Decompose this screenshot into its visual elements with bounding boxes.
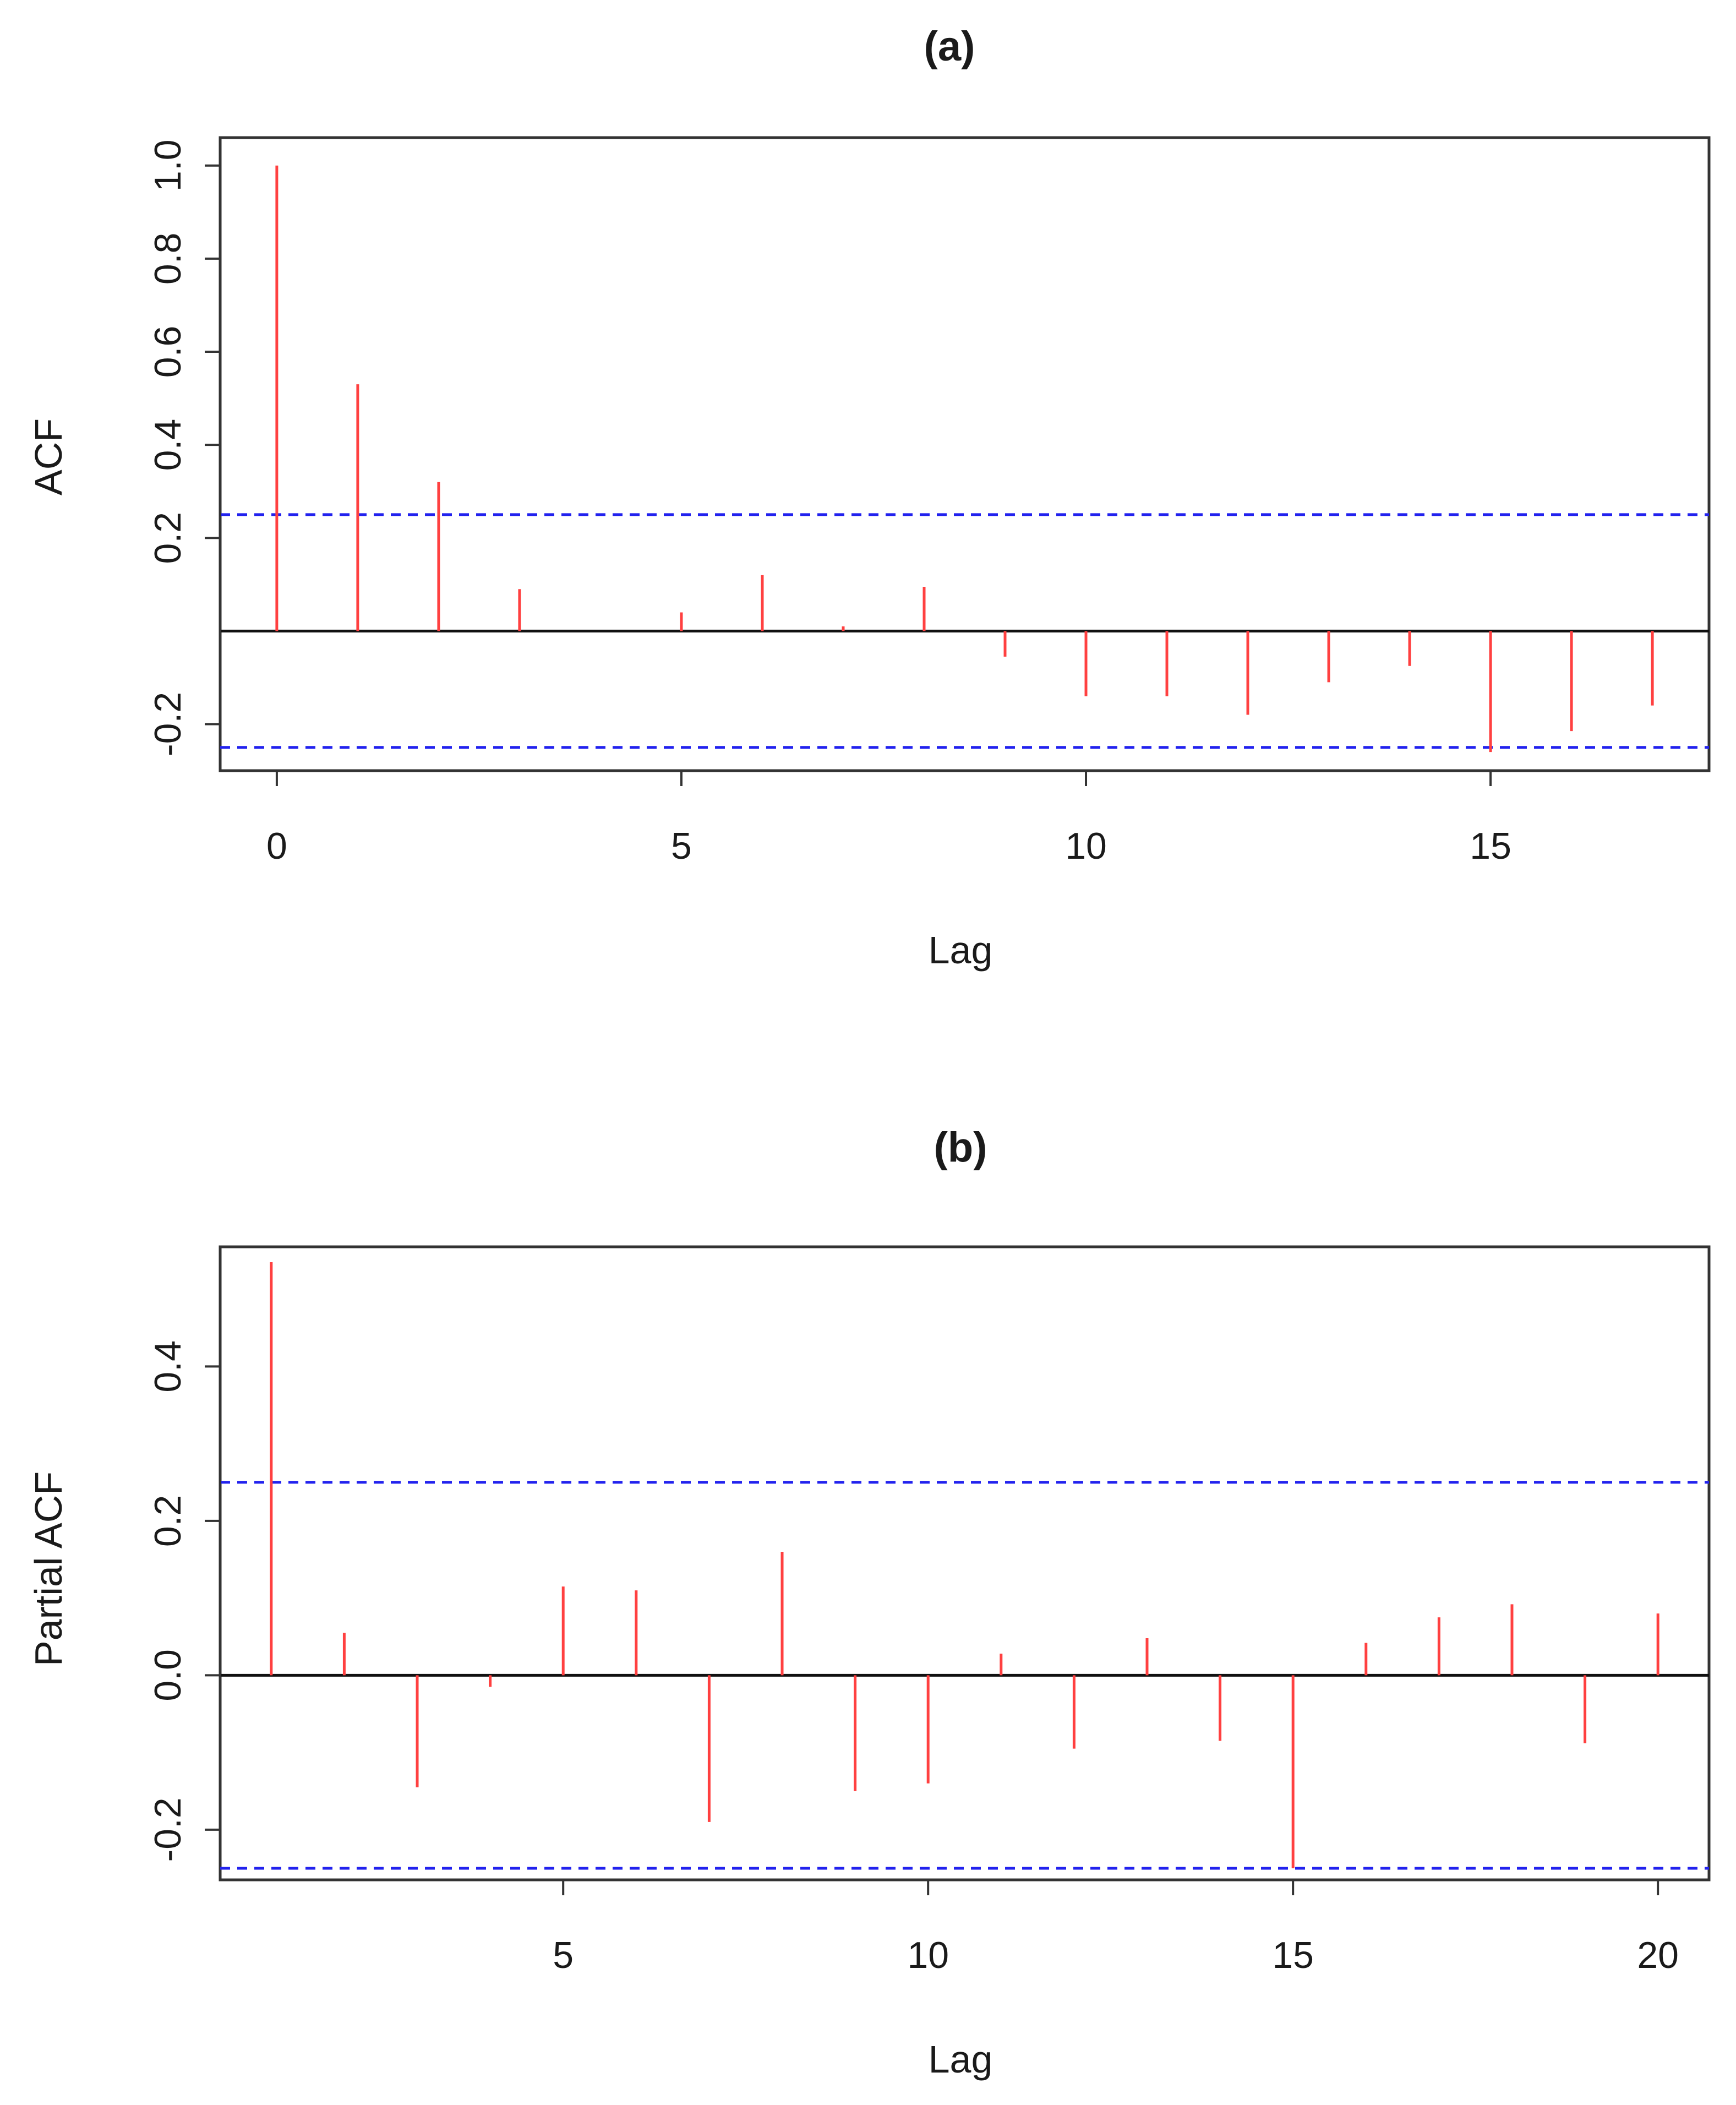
pacf-spikes [270, 1262, 1659, 1868]
acf-y-tick-label: 0.4 [147, 419, 189, 471]
pacf-panel: (b) 5 10 15 20 -0.2 0.0 0.2 0.4 Lag Partial AC… [27, 1124, 1711, 2081]
acf-x-tick-label: 10 [1065, 825, 1107, 867]
pacf-y-tick-label: 0.2 [147, 1495, 189, 1547]
acf-x-tick-label: 15 [1470, 825, 1511, 867]
pacf-x-axis: 5 10 15 20 [553, 1879, 1679, 1976]
pacf-y-tick-label: 0.4 [147, 1340, 189, 1393]
acf-x-axis-label: Lag [929, 929, 993, 972]
acf-x-tick-label: 5 [671, 825, 692, 867]
acf-y-tick-label: 0.2 [147, 512, 189, 564]
pacf-x-tick-label: 20 [1637, 1934, 1679, 1976]
acf-y-tick-label: -0.2 [147, 692, 189, 756]
acf-y-tick-label: 0.6 [147, 326, 189, 378]
pacf-y-axis: -0.2 0.0 0.2 0.4 [147, 1340, 221, 1862]
acf-y-axis: -0.2 0.2 0.4 0.6 0.8 1.0 [147, 139, 221, 756]
pacf-y-tick-label: -0.2 [147, 1797, 189, 1862]
acf-y-axis-label: ACF [27, 418, 70, 495]
pacf-x-tick-label: 5 [553, 1934, 574, 1976]
acf-y-tick-label: 0.8 [147, 233, 189, 285]
acf-x-axis: 0 5 10 15 [266, 770, 1511, 867]
pacf-y-tick-label: 0.0 [147, 1649, 189, 1702]
pacf-y-axis-label: Partial ACF [27, 1471, 70, 1666]
pacf-x-tick-label: 15 [1272, 1934, 1314, 1976]
acf-panel: (a) 0 5 10 15 -0.2 0.2 0.4 0.6 0.8 1.0 Lag ACF [27, 23, 1711, 972]
acf-panel-title: (a) [924, 23, 975, 70]
pacf-x-axis-label: Lag [929, 2038, 993, 2081]
acf-spikes [275, 165, 1654, 752]
pacf-x-tick-label: 10 [907, 1934, 949, 1976]
acf-x-tick-label: 0 [266, 825, 287, 867]
acf-y-tick-label: 1.0 [147, 139, 189, 192]
pacf-panel-title: (b) [933, 1124, 987, 1171]
